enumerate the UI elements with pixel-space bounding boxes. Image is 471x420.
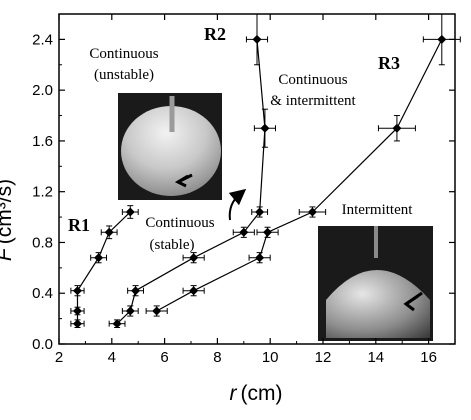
label-r2: R2	[204, 24, 226, 44]
x-tick-label: 14	[367, 349, 384, 366]
data-point	[255, 207, 265, 217]
data-point	[252, 34, 262, 44]
y-axis-title: F(cm³/s)	[0, 179, 16, 261]
data-point	[104, 227, 114, 237]
x-axis-title: r (cm)	[230, 382, 283, 405]
annotation-continuous-stable-line2: (stable)	[150, 237, 195, 253]
x-tick-label: 4	[108, 349, 116, 366]
x-tick-label: 12	[315, 349, 332, 366]
series-layer	[70, 13, 461, 329]
annotation-continuous-unstable-line2: (unstable)	[94, 67, 154, 83]
x-tick-label: 2	[55, 349, 63, 366]
series-r2	[108, 13, 276, 329]
annotation-continuous-intermittent-line2: & intermittent	[270, 93, 356, 109]
y-tick-label: 2.4	[32, 31, 53, 48]
series-r3	[145, 13, 461, 317]
data-point	[72, 286, 82, 296]
series-r1	[70, 205, 139, 329]
data-point	[125, 306, 135, 316]
data-point	[263, 227, 273, 237]
y-tick-label: 1.2	[32, 184, 53, 201]
label-r1: R1	[68, 215, 90, 235]
data-point	[392, 123, 402, 133]
data-point	[131, 286, 141, 296]
annotation-continuous-stable-line1: Continuous	[145, 215, 214, 231]
x-tick-label: 8	[213, 349, 221, 366]
data-point	[112, 319, 122, 329]
y-tick-label: 0.8	[32, 234, 53, 251]
data-point	[72, 306, 82, 316]
data-point	[72, 319, 82, 329]
x-tick-label: 16	[420, 349, 437, 366]
data-point	[94, 253, 104, 263]
data-point	[152, 306, 162, 316]
data-point	[437, 34, 447, 44]
data-point	[255, 253, 265, 263]
axis-ticks: 2 4 6 8 10 12 14 16 0.0 0.4 0.8 1.2 1.6 2.0 2.4	[32, 13, 456, 366]
data-point	[307, 207, 317, 217]
y-tick-label: 2.0	[32, 82, 53, 99]
x-tick-label: 6	[160, 349, 168, 366]
data-point	[189, 286, 199, 296]
x-tick-label: 10	[262, 349, 279, 366]
inset-photo-top	[118, 93, 222, 200]
curved-arrow	[228, 188, 247, 221]
data-point	[239, 227, 249, 237]
label-r3: R3	[378, 53, 400, 73]
data-point	[125, 207, 135, 217]
y-tick-label: 1.6	[32, 133, 53, 150]
annotation-continuous-unstable-line1: Continuous	[89, 46, 158, 62]
inset-photo-bottom	[318, 226, 433, 341]
data-point	[189, 253, 199, 263]
data-point	[260, 123, 270, 133]
annotation-intermittent: Intermittent	[342, 202, 414, 218]
y-tick-label: 0.0	[32, 336, 53, 353]
y-tick-label: 0.4	[32, 285, 53, 302]
annotation-continuous-intermittent-line1: Continuous	[278, 72, 347, 88]
